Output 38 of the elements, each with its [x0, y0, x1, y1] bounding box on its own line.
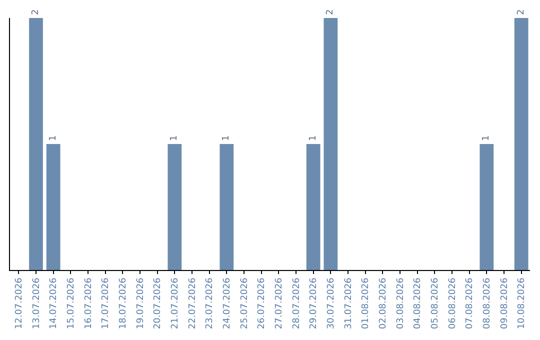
x-tick-label: 08.08.2026: [482, 277, 493, 330]
x-tick-label: 17.07.2026: [101, 277, 112, 330]
x-tick-label: 15.07.2026: [66, 277, 77, 330]
x-tick-label: 22.07.2026: [188, 277, 198, 330]
x-tick-label: 30.07.2026: [326, 277, 337, 330]
x-tick-label: 02.08.2026: [378, 277, 389, 330]
x-tick-label: 25.07.2026: [240, 277, 250, 330]
x-tick-label: 16.07.2026: [84, 277, 94, 330]
x-tick-label: 06.08.2026: [448, 277, 458, 330]
x-tick-label: 20.07.2026: [153, 277, 164, 330]
x-tick-label: 28.07.2026: [292, 277, 302, 330]
x-tick-label: 26.07.2026: [257, 277, 268, 330]
x-tick-label: 13.07.2026: [32, 277, 42, 330]
x-tick-label: 31.07.2026: [344, 277, 354, 330]
x-tick-label: 10.08.2026: [517, 277, 528, 330]
x-tick-label: 07.08.2026: [465, 277, 476, 330]
x-tick-label: 04.08.2026: [413, 277, 424, 330]
x-tick-label: 01.08.2026: [361, 277, 372, 330]
data-label: 1: [308, 135, 318, 141]
data-label: 1: [482, 135, 492, 141]
x-tick-label: 21.07.2026: [170, 277, 181, 330]
x-tick-label: 24.07.2026: [222, 277, 233, 330]
data-label: 2: [31, 9, 41, 15]
x-tick-label: 23.07.2026: [205, 277, 216, 330]
x-tick-label: 29.07.2026: [309, 277, 320, 330]
x-tick-label: 27.07.2026: [274, 277, 285, 330]
data-label: 2: [516, 9, 526, 15]
x-tick-label: 09.08.2026: [500, 277, 510, 330]
x-tick-label: 03.08.2026: [396, 277, 406, 330]
data-label: 2: [326, 9, 336, 15]
data-label: 1: [48, 135, 58, 141]
data-label: 1: [222, 135, 232, 141]
x-tick-label: 19.07.2026: [136, 277, 146, 330]
data-label: 1: [170, 135, 180, 141]
x-tick-label: 12.07.2026: [14, 277, 25, 330]
x-tick-label: 14.07.2026: [49, 277, 60, 330]
x-tick-label: 18.07.2026: [118, 277, 129, 330]
x-tick-label: 05.08.2026: [430, 277, 441, 330]
